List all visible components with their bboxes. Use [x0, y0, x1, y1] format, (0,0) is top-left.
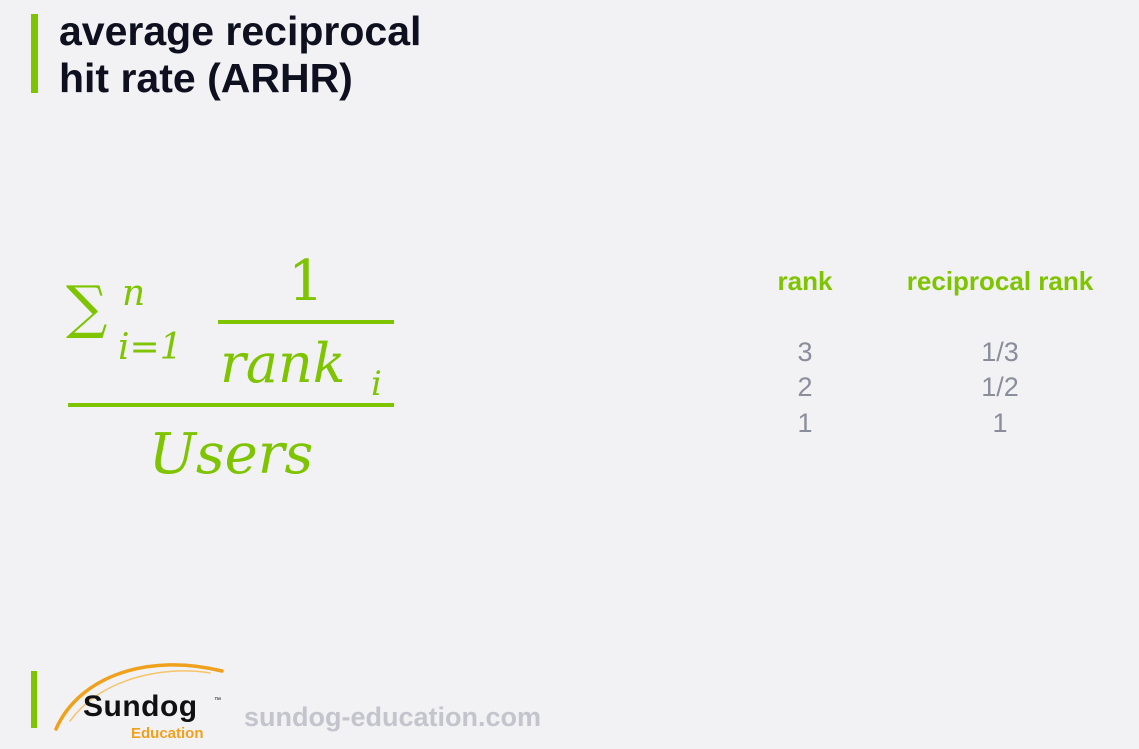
cell-reciprocal-rank: 1/2: [981, 372, 1019, 402]
logo-trademark: ™: [214, 697, 221, 704]
fraction-denominator: rank: [220, 332, 346, 395]
sum-upper-limit: n: [122, 273, 145, 314]
logo-name: Sundog: [83, 690, 198, 723]
footer-accent-bar: [31, 671, 37, 728]
website-url[interactable]: sundog-education.com: [244, 702, 541, 732]
title-line-1: average reciprocal: [59, 8, 422, 54]
arhr-formula: ∑ n i=1 1 rank i Users: [66, 249, 394, 487]
title-accent-bar: [31, 14, 38, 93]
logo-subtitle: Education: [131, 725, 204, 742]
cell-rank: 1: [797, 408, 813, 438]
outer-denominator: Users: [149, 422, 314, 487]
sum-lower-limit: i=1: [118, 327, 183, 368]
cell-rank: 3: [797, 337, 813, 367]
header-reciprocal-rank: reciprocal rank: [906, 266, 1094, 296]
title-line-2: hit rate (ARHR): [59, 55, 353, 101]
cell-reciprocal-rank: 1/3: [981, 337, 1019, 367]
fraction-numerator: 1: [288, 249, 324, 314]
cell-reciprocal-rank: 1: [992, 408, 1008, 438]
sundog-logo-arc: [54, 663, 224, 731]
denominator-subscript: i: [371, 364, 382, 404]
header-rank: rank: [777, 266, 833, 296]
slide-title: average reciprocal hit rate (ARHR): [59, 8, 421, 102]
sum-symbol: ∑: [66, 273, 107, 341]
cell-rank: 2: [797, 372, 813, 402]
